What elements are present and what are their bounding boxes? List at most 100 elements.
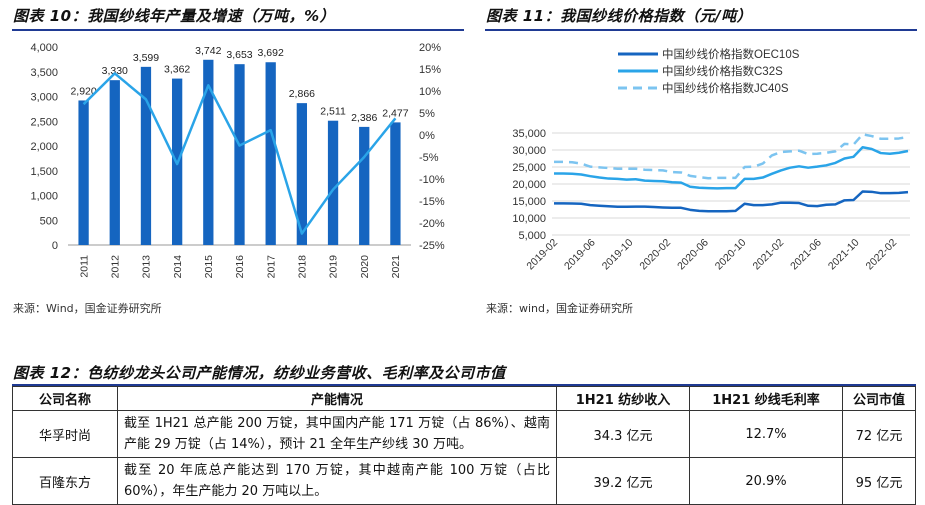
bar <box>78 100 89 246</box>
x-tick-label: 2020-06 <box>675 237 711 273</box>
y-tick-label: 30,000 <box>512 145 546 157</box>
series-line <box>554 146 909 190</box>
y-tick-label: 4,000 <box>30 42 58 54</box>
x-tick-label: 2021-06 <box>788 237 824 273</box>
y-tick-label: 2,000 <box>30 141 58 153</box>
x-tick-label: 2018 <box>297 255 309 279</box>
x-tick-label: 2020-02 <box>637 237 673 273</box>
y2-tick-label: -20% <box>419 218 445 230</box>
fig10-source: 来源：Wind，国金证券研究所 <box>13 302 162 315</box>
y2-tick-label: 20% <box>419 42 441 54</box>
x-tick-label: 2017 <box>265 255 277 279</box>
y-tick-label: 1,500 <box>30 166 58 178</box>
fig12-title: 图表 12：色纺纱龙头公司产能情况，纺纱业务营收、毛利率及公司市值 <box>13 364 506 382</box>
table-header-row: 公司名称 产能情况 1H21 纺纱收入 1H21 纱线毛利率 公司市值 <box>12 386 916 411</box>
y-tick-label: 25,000 <box>512 162 546 174</box>
y-tick-label: 3,000 <box>30 92 58 104</box>
x-tick-label: 2019 <box>328 255 340 279</box>
x-tick-label: 2013 <box>141 255 153 279</box>
y-tick-label: 20,000 <box>512 179 546 191</box>
company-name: 华孚时尚 <box>12 410 118 458</box>
x-tick-label: 2021 <box>390 255 402 279</box>
y2-tick-label: 0% <box>419 130 435 142</box>
bar-data-label: 3,330 <box>102 65 128 77</box>
margin-value: 12.7% <box>689 410 843 458</box>
series-line <box>554 190 909 213</box>
bar-data-label: 2,511 <box>320 106 346 118</box>
x-tick-label: 2020 <box>359 255 371 279</box>
company-name: 百隆东方 <box>12 457 118 505</box>
bar-data-label: 2,477 <box>382 107 408 119</box>
fig12-title-rule <box>12 384 916 386</box>
y2-tick-label: 10% <box>419 86 441 98</box>
bar-data-label: 3,742 <box>195 45 221 57</box>
bar-data-label: 3,599 <box>133 52 159 64</box>
header-capacity: 产能情况 <box>117 386 557 411</box>
y-tick-label: 10,000 <box>512 213 546 225</box>
y2-tick-label: 15% <box>419 64 441 76</box>
bar-data-label: 3,653 <box>226 49 252 61</box>
bar <box>265 62 276 245</box>
y2-tick-label: -15% <box>419 196 445 208</box>
x-tick-label: 2012 <box>109 255 121 279</box>
x-tick-label: 2011 <box>78 255 90 278</box>
bar <box>234 64 245 245</box>
bar <box>359 126 370 245</box>
y-tick-label: 500 <box>40 215 58 227</box>
production-chart: 4,000 3,500 3,000 2,500 2,000 1,500 1,000 500 0 2… <box>30 42 445 279</box>
revenue-value: 34.3 亿元 <box>556 410 690 458</box>
growth-line <box>82 72 397 235</box>
revenue-value: 39.2 亿元 <box>556 457 690 505</box>
yarn-price-chart: 35,000 30,000 25,000 20,000 15,000 10,000 5,00… <box>512 47 910 273</box>
y-tick-label: 2,500 <box>30 116 58 128</box>
y-tick-label: 15,000 <box>512 196 546 208</box>
bar-data-label: 2,866 <box>289 88 315 100</box>
x-tick-label: 2019-10 <box>600 237 636 273</box>
x-tick-label: 2020-10 <box>713 237 749 273</box>
header-margin: 1H21 纱线毛利率 <box>689 386 843 411</box>
x-tick-label: 2021-10 <box>826 237 862 273</box>
bar <box>327 120 339 245</box>
legend-label: 中国纱线价格指数OEC10S <box>662 47 800 61</box>
header-revenue: 1H21 纺纱收入 <box>556 386 690 411</box>
y-tick-label: 1,000 <box>30 191 58 203</box>
bar-data-label: 2,386 <box>351 112 377 124</box>
bar-data-label: 2,920 <box>70 85 96 97</box>
bar <box>140 66 152 245</box>
x-tick-label: 2014 <box>172 255 184 279</box>
bar <box>296 103 308 246</box>
header-company: 公司名称 <box>12 386 118 411</box>
y2-tick-label: -10% <box>419 174 445 186</box>
x-tick-label: 2019-06 <box>562 237 598 273</box>
fig10-title-rule <box>12 29 464 31</box>
fig11-title: 图表 11：我国纱线价格指数（元/吨） <box>486 7 753 25</box>
legend-label: 中国纱线价格指数C32S <box>662 64 783 78</box>
margin-value: 20.9% <box>689 457 843 505</box>
y-tick-label: 0 <box>52 240 58 252</box>
fig11-source: 来源：wind，国金证券研究所 <box>486 302 634 315</box>
table-row: 百隆东方 截至 20 年底总产能达到 170 万锭，其中越南产能 100 万锭（… <box>12 457 916 505</box>
x-tick-label: 2015 <box>203 255 215 279</box>
bar <box>109 80 120 245</box>
bar-data-label: 3,362 <box>164 64 190 76</box>
y2-tick-label: -5% <box>419 152 439 164</box>
y2-tick-label: 5% <box>419 108 435 120</box>
market-cap-value: 72 亿元 <box>842 410 916 458</box>
legend-label: 中国纱线价格指数JC40S <box>662 81 789 95</box>
y-tick-label: 35,000 <box>512 128 546 140</box>
table-row: 华孚时尚 截至 1H21 总产能 200 万锭，其中国内产能 171 万锭（占 … <box>12 410 916 458</box>
bar <box>203 59 214 246</box>
y-tick-label: 3,500 <box>30 67 58 79</box>
market-cap-value: 95 亿元 <box>842 457 916 505</box>
header-market-cap: 公司市值 <box>842 386 916 411</box>
y2-tick-label: -25% <box>419 240 445 252</box>
x-tick-label: 2022-02 <box>864 237 900 273</box>
fig11-title-rule <box>485 29 917 31</box>
fig10-title: 图表 10：我国纱线年产量及增速（万吨，%） <box>13 7 336 25</box>
x-tick-label: 2021-02 <box>750 237 786 273</box>
y-tick-label: 5,000 <box>518 230 546 242</box>
bar-data-label: 3,692 <box>258 47 284 59</box>
x-tick-label: 2016 <box>234 255 246 279</box>
bar <box>390 122 401 245</box>
capacity-description: 截至 20 年底总产能达到 170 万锭，其中越南产能 100 万锭（占比 60… <box>117 457 557 505</box>
